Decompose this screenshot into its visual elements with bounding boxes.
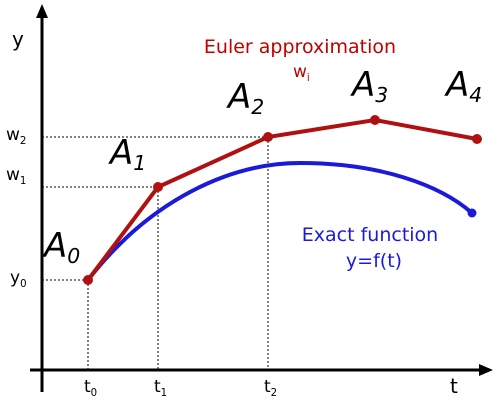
exact-formula: y=f(t) (346, 250, 402, 272)
point-sub: 1 (133, 151, 146, 175)
point-label: A0 (42, 226, 80, 268)
tick-sub: 1 (20, 176, 26, 187)
point-letter: A (108, 133, 133, 173)
tick-base: t (264, 377, 271, 397)
y-tick-label: w1 (6, 165, 26, 187)
point (472, 134, 482, 144)
y-tick-label: y0 (10, 268, 27, 290)
y-tick-label: w2 (6, 125, 26, 147)
point (370, 115, 380, 125)
point-sub: 0 (67, 244, 80, 268)
point-sub: 4 (469, 83, 482, 107)
guides (42, 136, 269, 370)
euler-points (83, 115, 482, 285)
euler-label: Euler approximation (204, 36, 396, 58)
point-letter: A (444, 65, 469, 105)
tick-sub: 0 (20, 279, 26, 290)
point-letter: A (350, 65, 375, 105)
step-sub: i (307, 73, 310, 84)
x-axis-label: t (450, 374, 458, 398)
tick-sub: 0 (91, 388, 97, 399)
point (263, 132, 273, 142)
tick-base: t (84, 377, 91, 397)
y-axis-label: y (12, 27, 24, 51)
tick-sub: 2 (20, 136, 26, 147)
exact-label: Exact function (302, 224, 438, 246)
point-label: A3 (350, 65, 388, 107)
point-label: A4 (444, 65, 482, 107)
x-arrow (479, 364, 493, 376)
tick-base: y (10, 268, 20, 288)
step-label: wi (293, 62, 310, 84)
tick-base: w (6, 125, 20, 145)
tick-base: w (6, 165, 20, 185)
y-arrow (36, 4, 48, 18)
euler-polyline (86, 117, 478, 282)
exact-curve (86, 160, 474, 282)
tick-sub: 1 (161, 388, 167, 399)
exact-end (467, 208, 477, 218)
point (153, 182, 163, 192)
point-letter: A (42, 226, 67, 266)
point-label: A2 (226, 77, 264, 119)
step-base: w (293, 62, 307, 82)
point (83, 275, 93, 285)
x-tick-label: t0 (84, 377, 97, 399)
x-tick-label: t1 (154, 377, 167, 399)
point-sub: 3 (375, 83, 388, 107)
point-letter: A (226, 77, 251, 117)
tick-sub: 2 (271, 388, 277, 399)
tick-base: t (154, 377, 161, 397)
point-label: A1 (108, 133, 146, 175)
point-sub: 2 (251, 95, 264, 119)
x-tick-label: t2 (264, 377, 277, 399)
